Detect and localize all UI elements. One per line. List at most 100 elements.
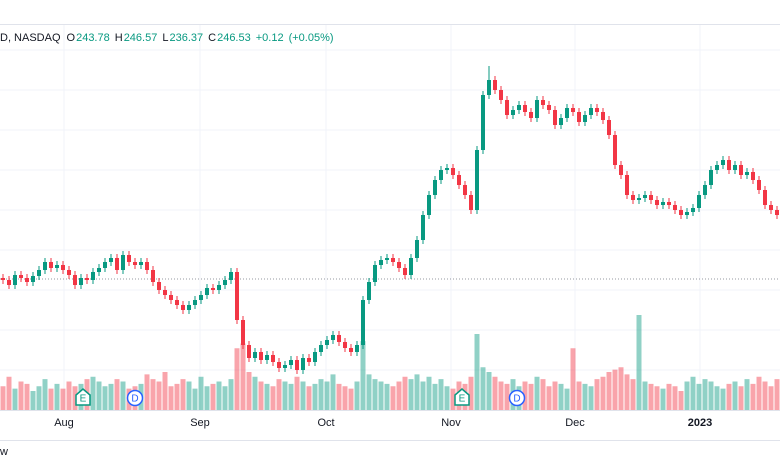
candle-body	[157, 282, 161, 290]
candle-body	[211, 288, 215, 290]
candle-body	[637, 198, 641, 200]
change-pct: (+0.05%)	[288, 32, 334, 44]
candle-body	[745, 172, 749, 175]
legend-header: D, NASDAQ O243.78 H246.57 L236.37 C246.53 +0.…	[0, 32, 339, 44]
candle-body	[349, 348, 353, 352]
candle-body	[499, 90, 503, 100]
candle-body	[451, 168, 455, 175]
candle-body	[445, 168, 449, 170]
volume-bar	[276, 379, 282, 410]
candle-body	[343, 342, 347, 348]
volume-bar	[210, 383, 216, 410]
volume-bar	[504, 383, 510, 410]
volume-bar	[90, 376, 96, 410]
candle-body	[697, 195, 701, 208]
candle-body	[49, 262, 53, 268]
candle-body	[595, 108, 599, 112]
candle-body	[715, 165, 719, 170]
candle-body	[229, 272, 233, 280]
dividend-badge	[126, 389, 144, 407]
volume-bar	[96, 381, 102, 410]
x-tick-label: 2023	[688, 417, 712, 429]
candle-body	[181, 305, 185, 310]
volume-bar	[414, 374, 420, 410]
volume-bar	[42, 379, 48, 410]
event-label: D	[131, 394, 138, 405]
candle-body	[691, 208, 695, 212]
high-value: 246.57	[123, 32, 158, 44]
volume-bar	[654, 386, 660, 410]
candle-body	[601, 112, 605, 120]
candle-body	[667, 202, 671, 205]
volume-bar	[426, 376, 432, 410]
candle-body	[427, 195, 431, 215]
candle-body	[505, 100, 509, 115]
candle-body	[367, 282, 371, 300]
candle-body	[61, 265, 65, 270]
candle-body	[655, 200, 659, 205]
volume-bar	[642, 381, 648, 410]
volume-bar	[582, 383, 588, 410]
volume-bar	[342, 386, 348, 410]
volume-bar	[330, 374, 336, 410]
volume-bar	[24, 383, 30, 410]
candle-body	[463, 185, 467, 195]
volume-bar	[366, 374, 372, 410]
volume-bar	[486, 372, 492, 410]
candle-body	[769, 205, 773, 210]
volume-bar	[738, 386, 744, 410]
volume-bar	[174, 383, 180, 410]
candle-body	[97, 268, 101, 272]
volume-bar	[270, 386, 276, 410]
volume-bar	[708, 381, 714, 410]
volume-bar	[480, 367, 486, 410]
candle-body	[55, 265, 59, 268]
candle-body	[187, 305, 191, 310]
volume-bar	[360, 341, 366, 410]
dividend-badge	[508, 389, 526, 407]
candle-body	[259, 352, 263, 360]
candle-body	[763, 190, 767, 205]
candle-body	[415, 240, 419, 258]
candle-body	[139, 262, 143, 265]
candle-body	[265, 355, 269, 360]
candle-body	[535, 100, 539, 118]
volume-bar	[636, 315, 642, 410]
volume-bar	[192, 388, 198, 410]
volume-bar	[744, 379, 750, 410]
candle-body	[115, 258, 119, 270]
volume-bar	[354, 381, 360, 410]
candle-body	[19, 275, 23, 278]
candle-body	[481, 95, 485, 150]
candle-body	[649, 195, 653, 200]
volume-bar	[336, 383, 342, 410]
volume-bar	[762, 381, 768, 410]
volume-bar	[0, 386, 6, 410]
volume-bar	[54, 383, 60, 410]
candle-body	[613, 135, 617, 165]
candle-body	[511, 110, 515, 115]
volume-bar	[648, 383, 654, 410]
candle-body	[625, 175, 629, 195]
candle-body	[175, 300, 179, 305]
volume-bar	[306, 386, 312, 410]
x-tick-label: Nov	[441, 417, 461, 429]
volume-bar	[714, 386, 720, 410]
volume-bar	[624, 374, 630, 410]
candle-body	[385, 258, 389, 260]
volume-bar	[576, 381, 582, 410]
candle-body	[397, 262, 401, 268]
candle-body	[673, 205, 677, 210]
candle-body	[325, 340, 329, 345]
volume-bar	[606, 372, 612, 410]
volume-bar	[246, 372, 252, 410]
candle-body	[253, 352, 257, 358]
volume-bar	[528, 383, 534, 410]
volume-bar	[378, 381, 384, 410]
candle-body	[79, 278, 83, 285]
candle-body	[619, 165, 623, 175]
candle-body	[721, 160, 725, 165]
volume-bar	[522, 381, 528, 410]
volume-bar	[546, 386, 552, 410]
